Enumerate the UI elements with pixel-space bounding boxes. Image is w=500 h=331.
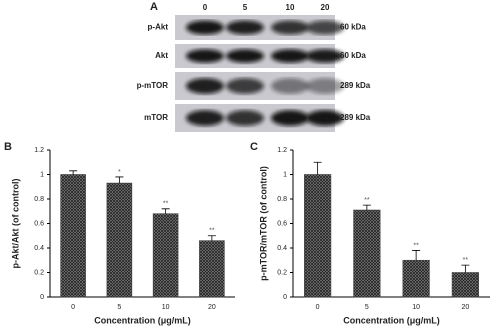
lane-label: 5 bbox=[243, 3, 248, 12]
y-tick-label: 0.4 bbox=[34, 245, 44, 252]
size-label: 60 kDa bbox=[340, 51, 366, 60]
error-bar bbox=[207, 235, 216, 241]
size-label: 289 kDa bbox=[340, 113, 371, 122]
bar bbox=[402, 259, 430, 298]
significance-label: ** bbox=[463, 257, 469, 264]
y-tick-label: 0.6 bbox=[34, 220, 44, 227]
error-bar bbox=[461, 264, 470, 273]
y-axis-label: p-Akt/Akt (of control) bbox=[10, 179, 20, 269]
x-tick-label: 20 bbox=[208, 304, 216, 311]
band bbox=[186, 110, 224, 126]
y-axis-label: p-mTOR/mTOR (of control) bbox=[258, 166, 268, 281]
significance-label: ** bbox=[209, 228, 215, 235]
protein-label: p-mTOR bbox=[137, 81, 169, 90]
bar bbox=[60, 174, 86, 298]
band bbox=[271, 110, 309, 126]
x-tick-label: 5 bbox=[117, 304, 121, 311]
x-tick-label: 10 bbox=[412, 304, 420, 311]
band bbox=[306, 78, 344, 94]
y-tick-label: 0.4 bbox=[277, 245, 287, 252]
error-bar bbox=[313, 161, 322, 175]
error-bar bbox=[362, 204, 371, 211]
band bbox=[226, 110, 264, 126]
error-bar bbox=[161, 208, 170, 214]
band bbox=[186, 49, 224, 63]
x-tick-label: 10 bbox=[162, 304, 170, 311]
y-tick-label: 1 bbox=[40, 171, 44, 178]
band bbox=[306, 20, 344, 35]
protein-label: p-Akt bbox=[148, 23, 169, 32]
band bbox=[226, 78, 264, 94]
bar bbox=[353, 209, 381, 298]
band bbox=[186, 20, 224, 35]
lane-label: 20 bbox=[321, 3, 330, 12]
x-tick-label: 5 bbox=[365, 304, 369, 311]
error-bar bbox=[69, 170, 78, 175]
band bbox=[271, 20, 309, 35]
band bbox=[271, 49, 309, 63]
lane-label: 10 bbox=[286, 3, 295, 12]
significance-label: * bbox=[118, 169, 121, 176]
band bbox=[306, 110, 344, 126]
y-tick-label: 0.8 bbox=[277, 196, 287, 203]
y-tick-label: 1.2 bbox=[34, 147, 44, 154]
y-tick-label: 0.2 bbox=[277, 269, 287, 276]
x-axis-label: Concentration (μg/mL) bbox=[343, 315, 440, 325]
y-tick-label: 0.6 bbox=[277, 220, 287, 227]
x-axis-label: Concentration (μg/mL) bbox=[94, 315, 191, 325]
bar bbox=[199, 240, 225, 298]
bar bbox=[106, 182, 133, 298]
western-blot bbox=[175, 15, 344, 132]
panel-label: A bbox=[150, 1, 158, 13]
panel-label: C bbox=[250, 141, 258, 153]
bar bbox=[451, 272, 479, 298]
size-label: 60 kDa bbox=[340, 23, 366, 32]
x-tick-label: 20 bbox=[461, 304, 469, 311]
y-tick-label: 0 bbox=[40, 294, 44, 301]
significance-label: ** bbox=[364, 197, 370, 204]
x-tick-label: 0 bbox=[316, 304, 320, 311]
band bbox=[226, 49, 264, 63]
error-bar bbox=[412, 250, 421, 261]
x-tick-label: 0 bbox=[71, 304, 75, 311]
bar bbox=[152, 213, 179, 298]
y-tick-label: 1.2 bbox=[277, 147, 287, 154]
significance-label: ** bbox=[413, 242, 419, 249]
band bbox=[306, 49, 344, 63]
band bbox=[226, 20, 264, 35]
y-tick-label: 0 bbox=[283, 294, 287, 301]
y-tick-label: 1 bbox=[283, 171, 287, 178]
lane-label: 0 bbox=[203, 3, 208, 12]
protein-label: Akt bbox=[155, 51, 168, 60]
band bbox=[271, 78, 309, 94]
band bbox=[186, 78, 224, 94]
panel-label: B bbox=[4, 141, 12, 153]
error-bar bbox=[115, 176, 124, 184]
size-label: 289 kDa bbox=[340, 81, 371, 90]
y-tick-label: 0.2 bbox=[34, 269, 44, 276]
protein-label: mTOR bbox=[144, 113, 168, 122]
y-tick-label: 0.8 bbox=[34, 196, 44, 203]
significance-label: ** bbox=[163, 201, 169, 208]
bar bbox=[304, 174, 332, 298]
